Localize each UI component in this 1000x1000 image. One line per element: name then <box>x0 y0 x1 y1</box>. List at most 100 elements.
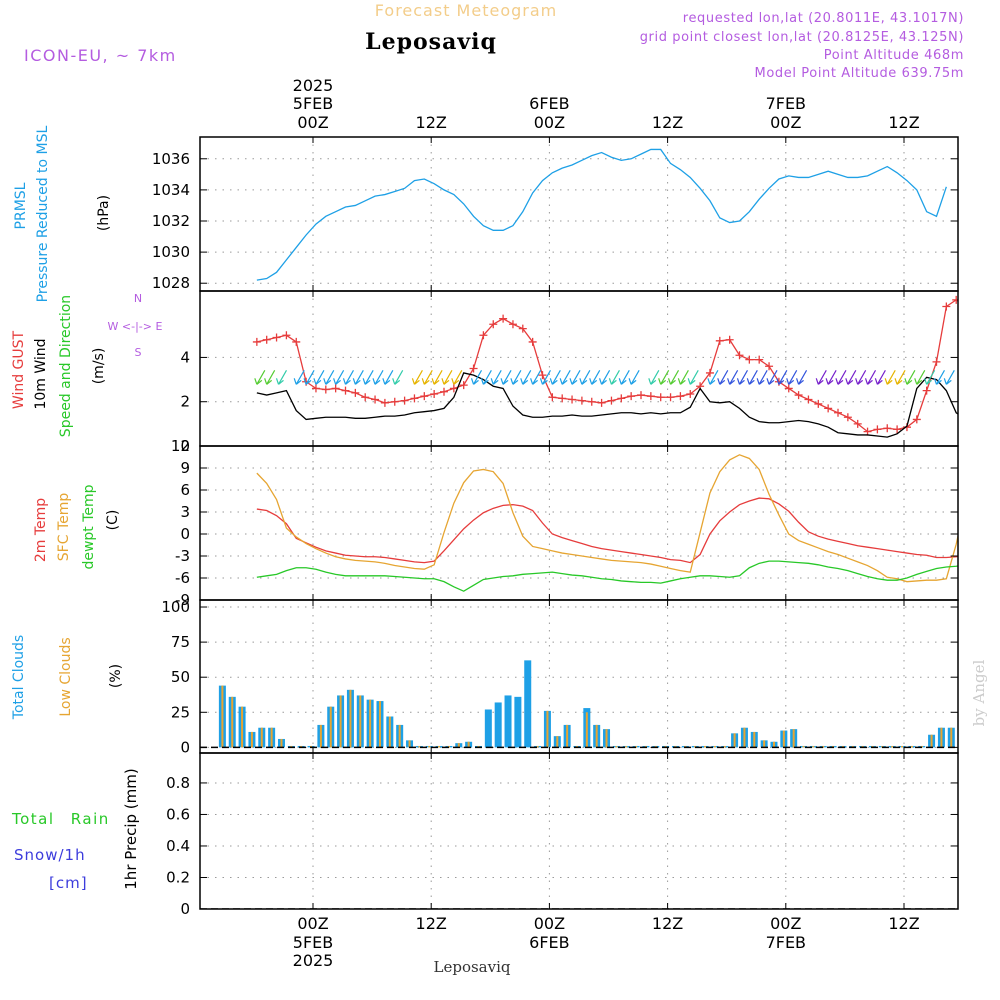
series-wind-1 <box>256 372 958 438</box>
gust-marker <box>725 335 734 344</box>
wind-arrow <box>431 370 443 385</box>
wind-arrow <box>884 370 896 385</box>
wind-arrow <box>746 370 758 385</box>
low-cloud-bar <box>901 745 904 748</box>
low-cloud-bar <box>910 745 913 748</box>
wind-arrow <box>352 370 364 385</box>
gust-marker <box>765 362 774 371</box>
wind-arrow <box>303 370 315 385</box>
gust-marker <box>627 392 636 401</box>
wind-arrow <box>943 370 955 385</box>
model-name: ICON-EU, ~ 7km <box>24 46 177 65</box>
low-cloud-bar <box>733 733 736 748</box>
panel-clouds <box>200 660 958 749</box>
gust-marker <box>863 427 872 436</box>
low-cloud-bar <box>595 724 598 748</box>
wind-arrow <box>559 370 571 385</box>
wind-arrow <box>855 370 867 385</box>
low-clouds-label: Low Clouds <box>58 637 74 716</box>
bottom-time-label: 00Z <box>534 914 565 933</box>
gust-marker <box>489 320 498 329</box>
wind-arrow <box>333 370 345 385</box>
gust-marker <box>607 396 616 405</box>
wind-arrow <box>648 370 660 385</box>
temperature-ytick: 9 <box>180 459 190 477</box>
dewpt-label: dewpt Temp <box>81 484 97 569</box>
wind-arrow <box>382 370 394 385</box>
gust-marker <box>272 333 281 342</box>
gust-marker <box>617 394 626 403</box>
low-cloud-bar <box>635 745 638 748</box>
low-cloud-bar <box>605 729 608 748</box>
wind-arrow <box>293 370 305 385</box>
low-cloud-bar <box>625 745 628 748</box>
gust-marker <box>952 295 958 304</box>
top-time-label: 00Z <box>297 113 328 132</box>
wind-arrow <box>411 370 423 385</box>
gust-marker <box>735 351 744 360</box>
total-cloud-bar <box>484 709 492 748</box>
gust-marker <box>252 337 261 346</box>
series-temperature-1 <box>256 454 958 583</box>
low-cloud-bar <box>763 740 766 748</box>
credit: by Angel <box>970 659 988 726</box>
gust-marker <box>715 336 724 345</box>
low-cloud-bar <box>822 745 825 748</box>
precip-ytick: 0.8 <box>166 774 190 792</box>
gust-marker <box>292 337 301 346</box>
low-cloud-bar <box>930 734 933 748</box>
low-cloud-bar <box>369 699 372 748</box>
grid-point-coords: grid point closest lon,lat (20.8125E, 43… <box>640 30 964 45</box>
gust-marker <box>637 391 646 400</box>
gust-marker <box>499 314 508 323</box>
wind-arrow <box>756 370 768 385</box>
gust-marker <box>262 335 271 344</box>
gust-marker <box>459 381 468 390</box>
clouds-ytick: 25 <box>171 703 190 721</box>
wind-arrow <box>539 370 551 385</box>
low-cloud-bar <box>743 727 746 748</box>
low-cloud-bar <box>241 706 244 748</box>
gust-marker <box>676 392 685 401</box>
clouds-ytick: 75 <box>171 633 190 651</box>
low-cloud-bar <box>950 727 953 748</box>
wind-arrow <box>766 370 778 385</box>
gust-marker <box>883 424 892 433</box>
low-cloud-bar <box>260 727 263 748</box>
wind-arrow <box>845 370 857 385</box>
gust-marker <box>361 393 370 402</box>
wind-arrow <box>451 370 463 385</box>
gust-marker <box>371 395 380 404</box>
compass-we: W <-|-> E <box>108 320 163 333</box>
top-time-label: 12Z <box>888 113 919 132</box>
wind-arrow <box>825 370 837 385</box>
snow-label: Snow/1h <box>14 846 86 864</box>
wind-arrow <box>786 370 798 385</box>
wind-arrow <box>510 370 522 385</box>
clouds-unit: (%) <box>108 664 124 688</box>
bottom-time-label: 00Z <box>297 914 328 933</box>
panel-frame-clouds <box>199 599 959 754</box>
low-cloud-bar <box>615 745 618 748</box>
wind-ytick: 0 <box>180 437 190 455</box>
gust-marker <box>577 396 586 405</box>
gust-marker <box>558 394 567 403</box>
wind-arrow <box>500 370 512 385</box>
wind-arrow <box>441 370 453 385</box>
series-temperature-2 <box>256 560 958 592</box>
low-cloud-bar <box>438 745 441 748</box>
series-wind-0 <box>256 299 958 433</box>
gust-marker <box>912 415 921 424</box>
gust-marker <box>705 368 714 377</box>
gust-marker <box>784 384 793 393</box>
low-cloud-bar <box>812 745 815 748</box>
gust-marker <box>410 394 419 403</box>
wind-arrow <box>717 370 729 385</box>
wind-arrow <box>490 370 502 385</box>
gust-marker <box>548 393 557 402</box>
gust-marker <box>893 425 902 434</box>
low-cloud-bar <box>467 741 470 748</box>
wind-arrow <box>874 370 886 385</box>
pressure-label-1: PRMSL <box>13 182 29 229</box>
